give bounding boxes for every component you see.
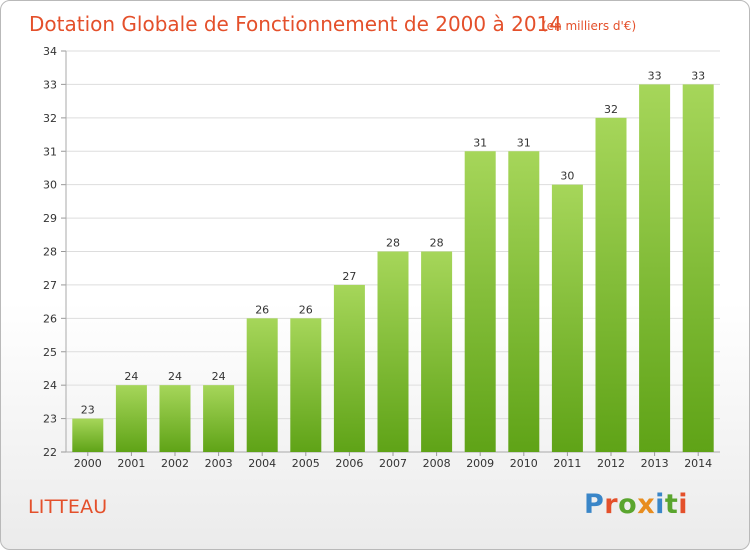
proxiti-logo: Proxiti (584, 489, 688, 520)
bar (377, 251, 409, 452)
x-tick-label: 2009 (466, 457, 494, 470)
logo-letter: P (584, 489, 605, 520)
logo-letter: i (655, 489, 665, 520)
logo-letter: r (604, 489, 619, 520)
y-tick-label: 24 (43, 379, 57, 392)
data-label: 24 (168, 370, 182, 383)
y-tick-label: 23 (43, 413, 57, 426)
bar (159, 385, 191, 452)
data-label: 23 (81, 404, 95, 417)
y-tick-label: 34 (43, 45, 57, 58)
logo-letter: x (637, 489, 656, 520)
y-tick-label: 28 (43, 246, 57, 259)
y-tick-label: 33 (43, 78, 57, 91)
x-tick-label: 2011 (553, 457, 581, 470)
x-tick-label: 2007 (379, 457, 407, 470)
y-tick-label: 27 (43, 279, 57, 292)
bar (508, 151, 540, 452)
bar (682, 84, 714, 453)
bar (115, 385, 147, 452)
x-tick-label: 2013 (641, 457, 669, 470)
logo-letter: t (664, 489, 679, 520)
bar (290, 318, 322, 452)
x-tick-label: 2014 (684, 457, 712, 470)
y-tick-label: 25 (43, 346, 57, 359)
data-label: 31 (473, 136, 487, 149)
data-label: 32 (604, 103, 618, 116)
logo-letter: o (618, 489, 638, 520)
commune-name: LITTEAU (28, 496, 108, 518)
data-label: 27 (342, 270, 356, 283)
x-tick-label: 2003 (205, 457, 233, 470)
data-label: 33 (691, 69, 705, 82)
bar (72, 418, 104, 452)
chart-title: Dotation Globale de Fonctionnement de 20… (29, 12, 562, 36)
x-tick-label: 2006 (335, 457, 363, 470)
bar (464, 151, 496, 452)
y-tick-label: 26 (43, 312, 57, 325)
x-tick-label: 2012 (597, 457, 625, 470)
data-label: 33 (648, 69, 662, 82)
data-label: 28 (430, 237, 444, 250)
y-tick-label: 32 (43, 112, 57, 125)
bar (639, 84, 671, 453)
y-tick-label: 29 (43, 212, 57, 225)
y-tick-label: 30 (43, 179, 57, 192)
chart-subtitle: (en milliers d'€) (542, 19, 636, 33)
bar (421, 251, 453, 452)
bar (595, 117, 627, 452)
data-label: 26 (255, 303, 269, 316)
bar (246, 318, 278, 452)
logo-letter: i (678, 489, 689, 520)
x-tick-label: 2001 (117, 457, 145, 470)
data-label: 24 (212, 370, 226, 383)
x-tick-label: 2005 (292, 457, 320, 470)
data-label: 30 (560, 170, 574, 183)
data-label: 24 (124, 370, 138, 383)
bar (333, 284, 365, 452)
data-label: 28 (386, 237, 400, 250)
data-label: 26 (299, 303, 313, 316)
bar (551, 184, 583, 452)
data-label: 31 (517, 136, 531, 149)
y-tick-label: 31 (43, 145, 57, 158)
y-tick-label: 22 (43, 446, 57, 459)
x-tick-label: 2004 (248, 457, 276, 470)
x-tick-label: 2008 (423, 457, 451, 470)
x-tick-label: 2000 (74, 457, 102, 470)
x-tick-label: 2010 (510, 457, 538, 470)
x-tick-label: 2002 (161, 457, 189, 470)
bar (203, 385, 235, 452)
